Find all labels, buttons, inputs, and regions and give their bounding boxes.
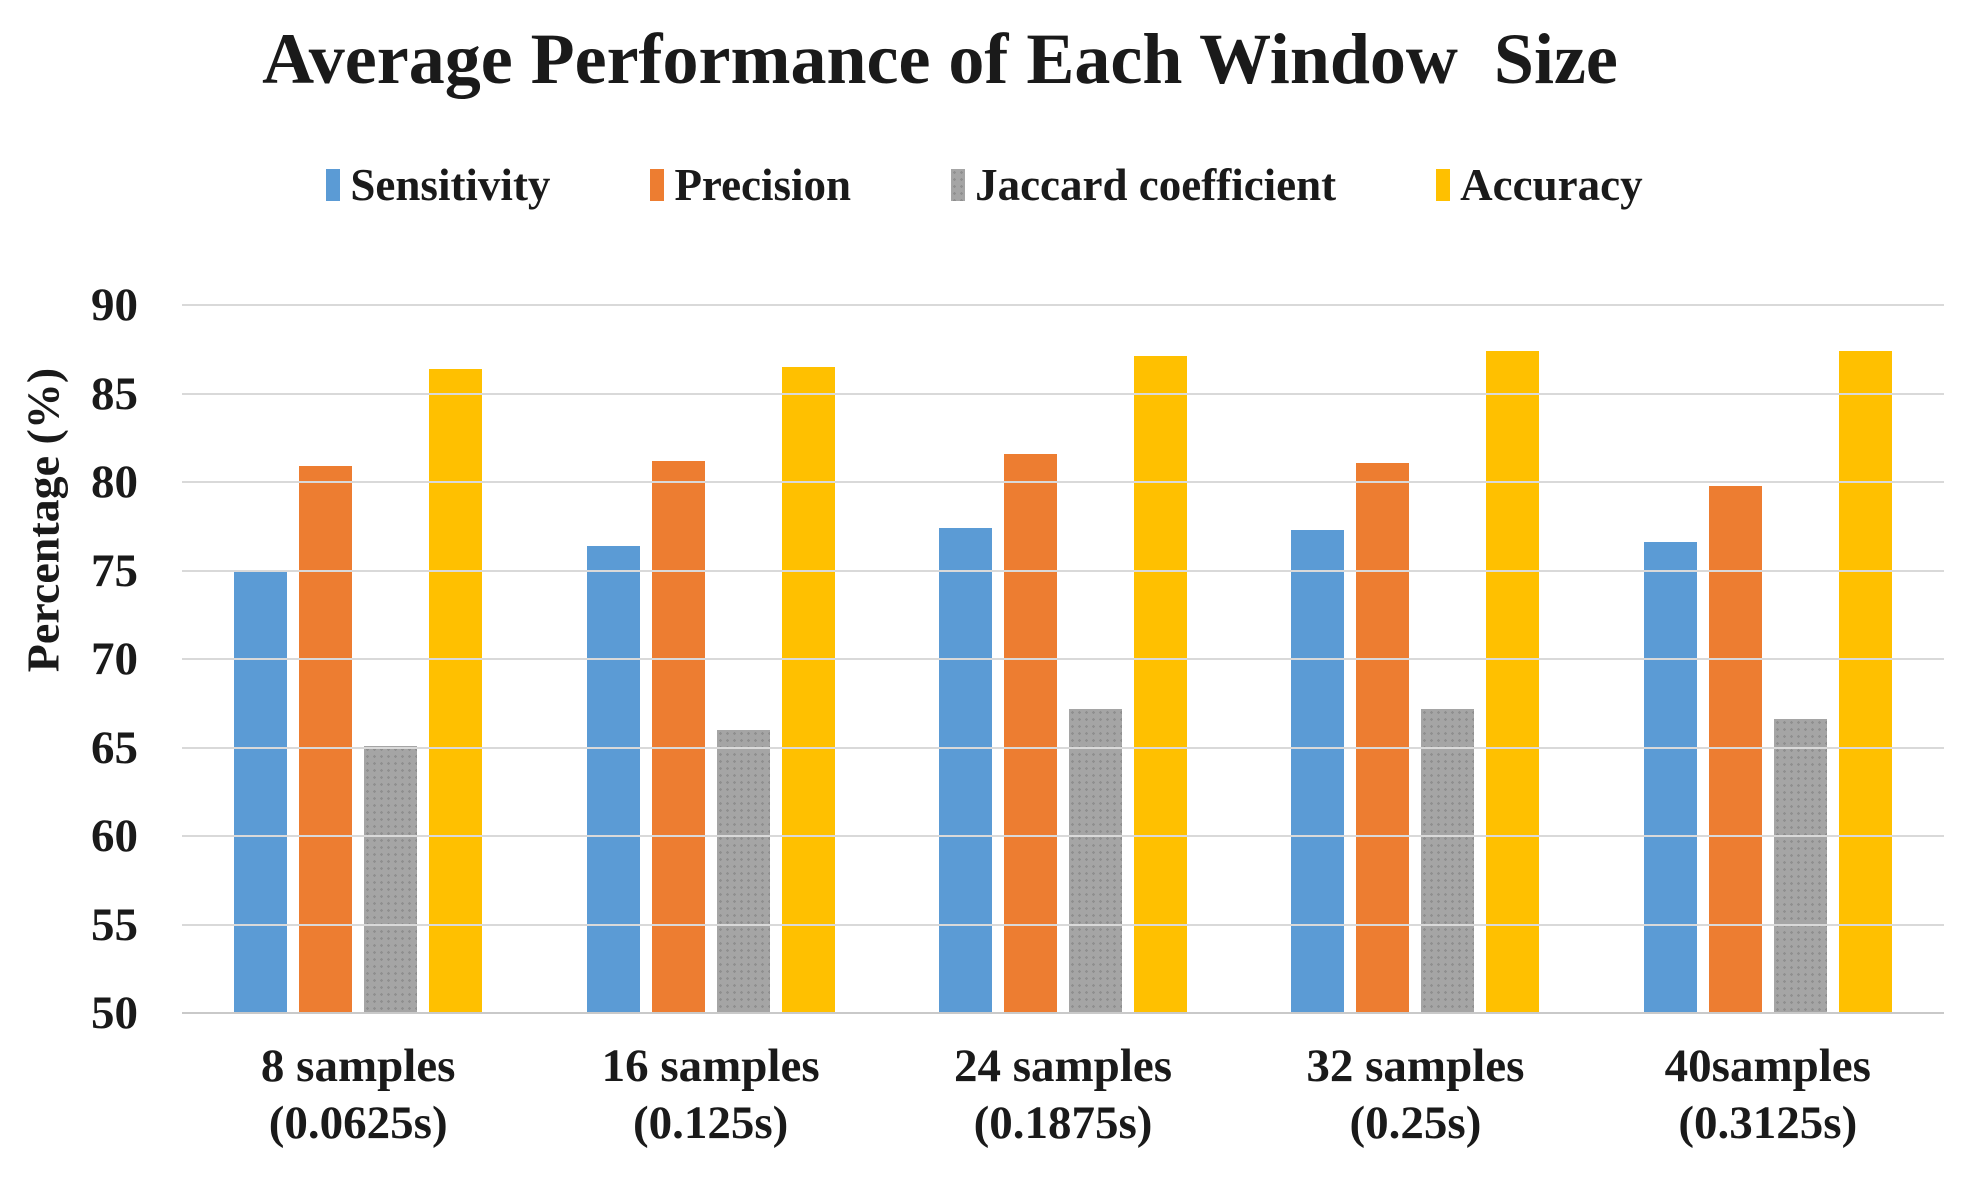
y-tick-label-70: 70 xyxy=(91,633,138,685)
x-category-label-line: 40samples xyxy=(1664,1040,1871,1092)
bar-jaccard-coefficient-32-samples xyxy=(1421,708,1475,1013)
y-tick-label-80: 80 xyxy=(91,456,138,508)
bar-group-24-samples xyxy=(887,305,1239,1013)
bar-jaccard-coefficient-24-samples xyxy=(1069,708,1123,1013)
bar-accuracy-40samples xyxy=(1838,351,1892,1013)
bar-jaccard-coefficient-8-samples xyxy=(364,745,418,1013)
bar-precision-32-samples xyxy=(1356,462,1410,1013)
bar-groups xyxy=(182,305,1944,1013)
x-category-label-8-samples: 8 samples (0.0625s) xyxy=(182,1038,534,1152)
gridline-65 xyxy=(182,746,1944,749)
bar-group-16-samples xyxy=(534,305,886,1013)
gridline-50 xyxy=(182,1012,1944,1014)
x-category-label-line: (0.25s) xyxy=(1349,1097,1482,1149)
legend-swatch-precision xyxy=(650,169,665,201)
gridline-60 xyxy=(182,835,1944,837)
legend-swatch-sensitivity xyxy=(326,169,341,201)
x-axis-category-labels: 8 samples (0.0625s) 16 samples (0.125s) 24 s… xyxy=(182,1038,1944,1152)
bar-group-8-samples xyxy=(182,305,534,1013)
bar-accuracy-32-samples xyxy=(1486,351,1540,1013)
x-category-label-line: (0.0625s) xyxy=(268,1097,448,1149)
y-tick-label-75: 75 xyxy=(91,544,138,597)
y-tick-label-60: 60 xyxy=(91,810,138,862)
gridline-90 xyxy=(182,304,1944,306)
gridline-75 xyxy=(182,569,1944,572)
chart-title: Average Performance of Each Window Size xyxy=(262,19,1618,99)
gridline-70 xyxy=(182,658,1944,660)
bar-sensitivity-24-samples xyxy=(939,528,993,1013)
gridline-85 xyxy=(182,392,1944,395)
x-category-label-16-samples: 16 samples (0.125s) xyxy=(534,1038,886,1152)
bar-sensitivity-32-samples xyxy=(1291,529,1345,1013)
legend-item-accuracy: Accuracy xyxy=(1436,159,1643,211)
x-category-label-line: (0.125s) xyxy=(632,1097,789,1149)
bar-precision-16-samples xyxy=(651,460,705,1013)
x-category-label-24-samples: 24 samples (0.1875s) xyxy=(887,1038,1239,1152)
bar-group-32-samples xyxy=(1239,305,1591,1013)
legend-label-sensitivity: Sensitivity xyxy=(350,160,551,210)
y-tick-label-85: 85 xyxy=(91,367,138,420)
x-category-label-line: 8 samples xyxy=(260,1040,456,1092)
legend-label-jaccard-coefficient: Jaccard coefficient xyxy=(975,160,1337,210)
bar-accuracy-8-samples xyxy=(429,368,483,1013)
x-category-label-line: (0.3125s) xyxy=(1678,1097,1858,1149)
bar-precision-24-samples xyxy=(1004,453,1058,1013)
x-category-label-line: 24 samples xyxy=(953,1040,1173,1092)
legend-label-accuracy: Accuracy xyxy=(1460,160,1643,210)
bar-jaccard-coefficient-40samples xyxy=(1773,719,1827,1013)
y-tick-label-65: 65 xyxy=(91,721,138,774)
legend-item-jaccard-coefficient: Jaccard coefficient xyxy=(951,159,1336,211)
bar-sensitivity-40samples xyxy=(1643,542,1697,1013)
legend-item-sensitivity: Sensitivity xyxy=(326,159,550,211)
gridline-55 xyxy=(182,923,1944,926)
bar-accuracy-16-samples xyxy=(781,366,835,1013)
y-tick-label-50: 50 xyxy=(91,987,138,1039)
y-axis-tick-labels: 90 85 80 75 70 65 60 55 50 xyxy=(0,279,138,1039)
x-category-label-line: (0.1875s) xyxy=(973,1097,1153,1149)
legend-label-precision: Precision xyxy=(674,160,852,210)
legend: Sensitivity Precision Jaccard coefficient A… xyxy=(0,150,1969,220)
x-category-label-line: 16 samples xyxy=(601,1040,820,1092)
y-tick-label-90: 90 xyxy=(91,279,138,331)
bar-precision-40samples xyxy=(1708,485,1762,1013)
legend-item-precision: Precision xyxy=(650,159,851,211)
x-category-label-line: 32 samples xyxy=(1306,1040,1525,1092)
plot-area xyxy=(182,304,1944,1014)
bar-sensitivity-8-samples xyxy=(234,570,288,1013)
bar-jaccard-coefficient-16-samples xyxy=(716,729,770,1013)
bar-accuracy-24-samples xyxy=(1134,356,1188,1013)
y-tick-label-55: 55 xyxy=(91,898,138,951)
bar-precision-8-samples xyxy=(299,466,353,1013)
legend-swatch-jaccard-coefficient xyxy=(951,169,966,201)
legend-swatch-accuracy xyxy=(1436,169,1451,201)
x-category-label-40samples: 40samples (0.3125s) xyxy=(1592,1038,1944,1152)
gridline-80 xyxy=(182,481,1944,483)
bar-sensitivity-16-samples xyxy=(586,545,640,1013)
x-category-label-32-samples: 32 samples (0.25s) xyxy=(1239,1038,1591,1152)
